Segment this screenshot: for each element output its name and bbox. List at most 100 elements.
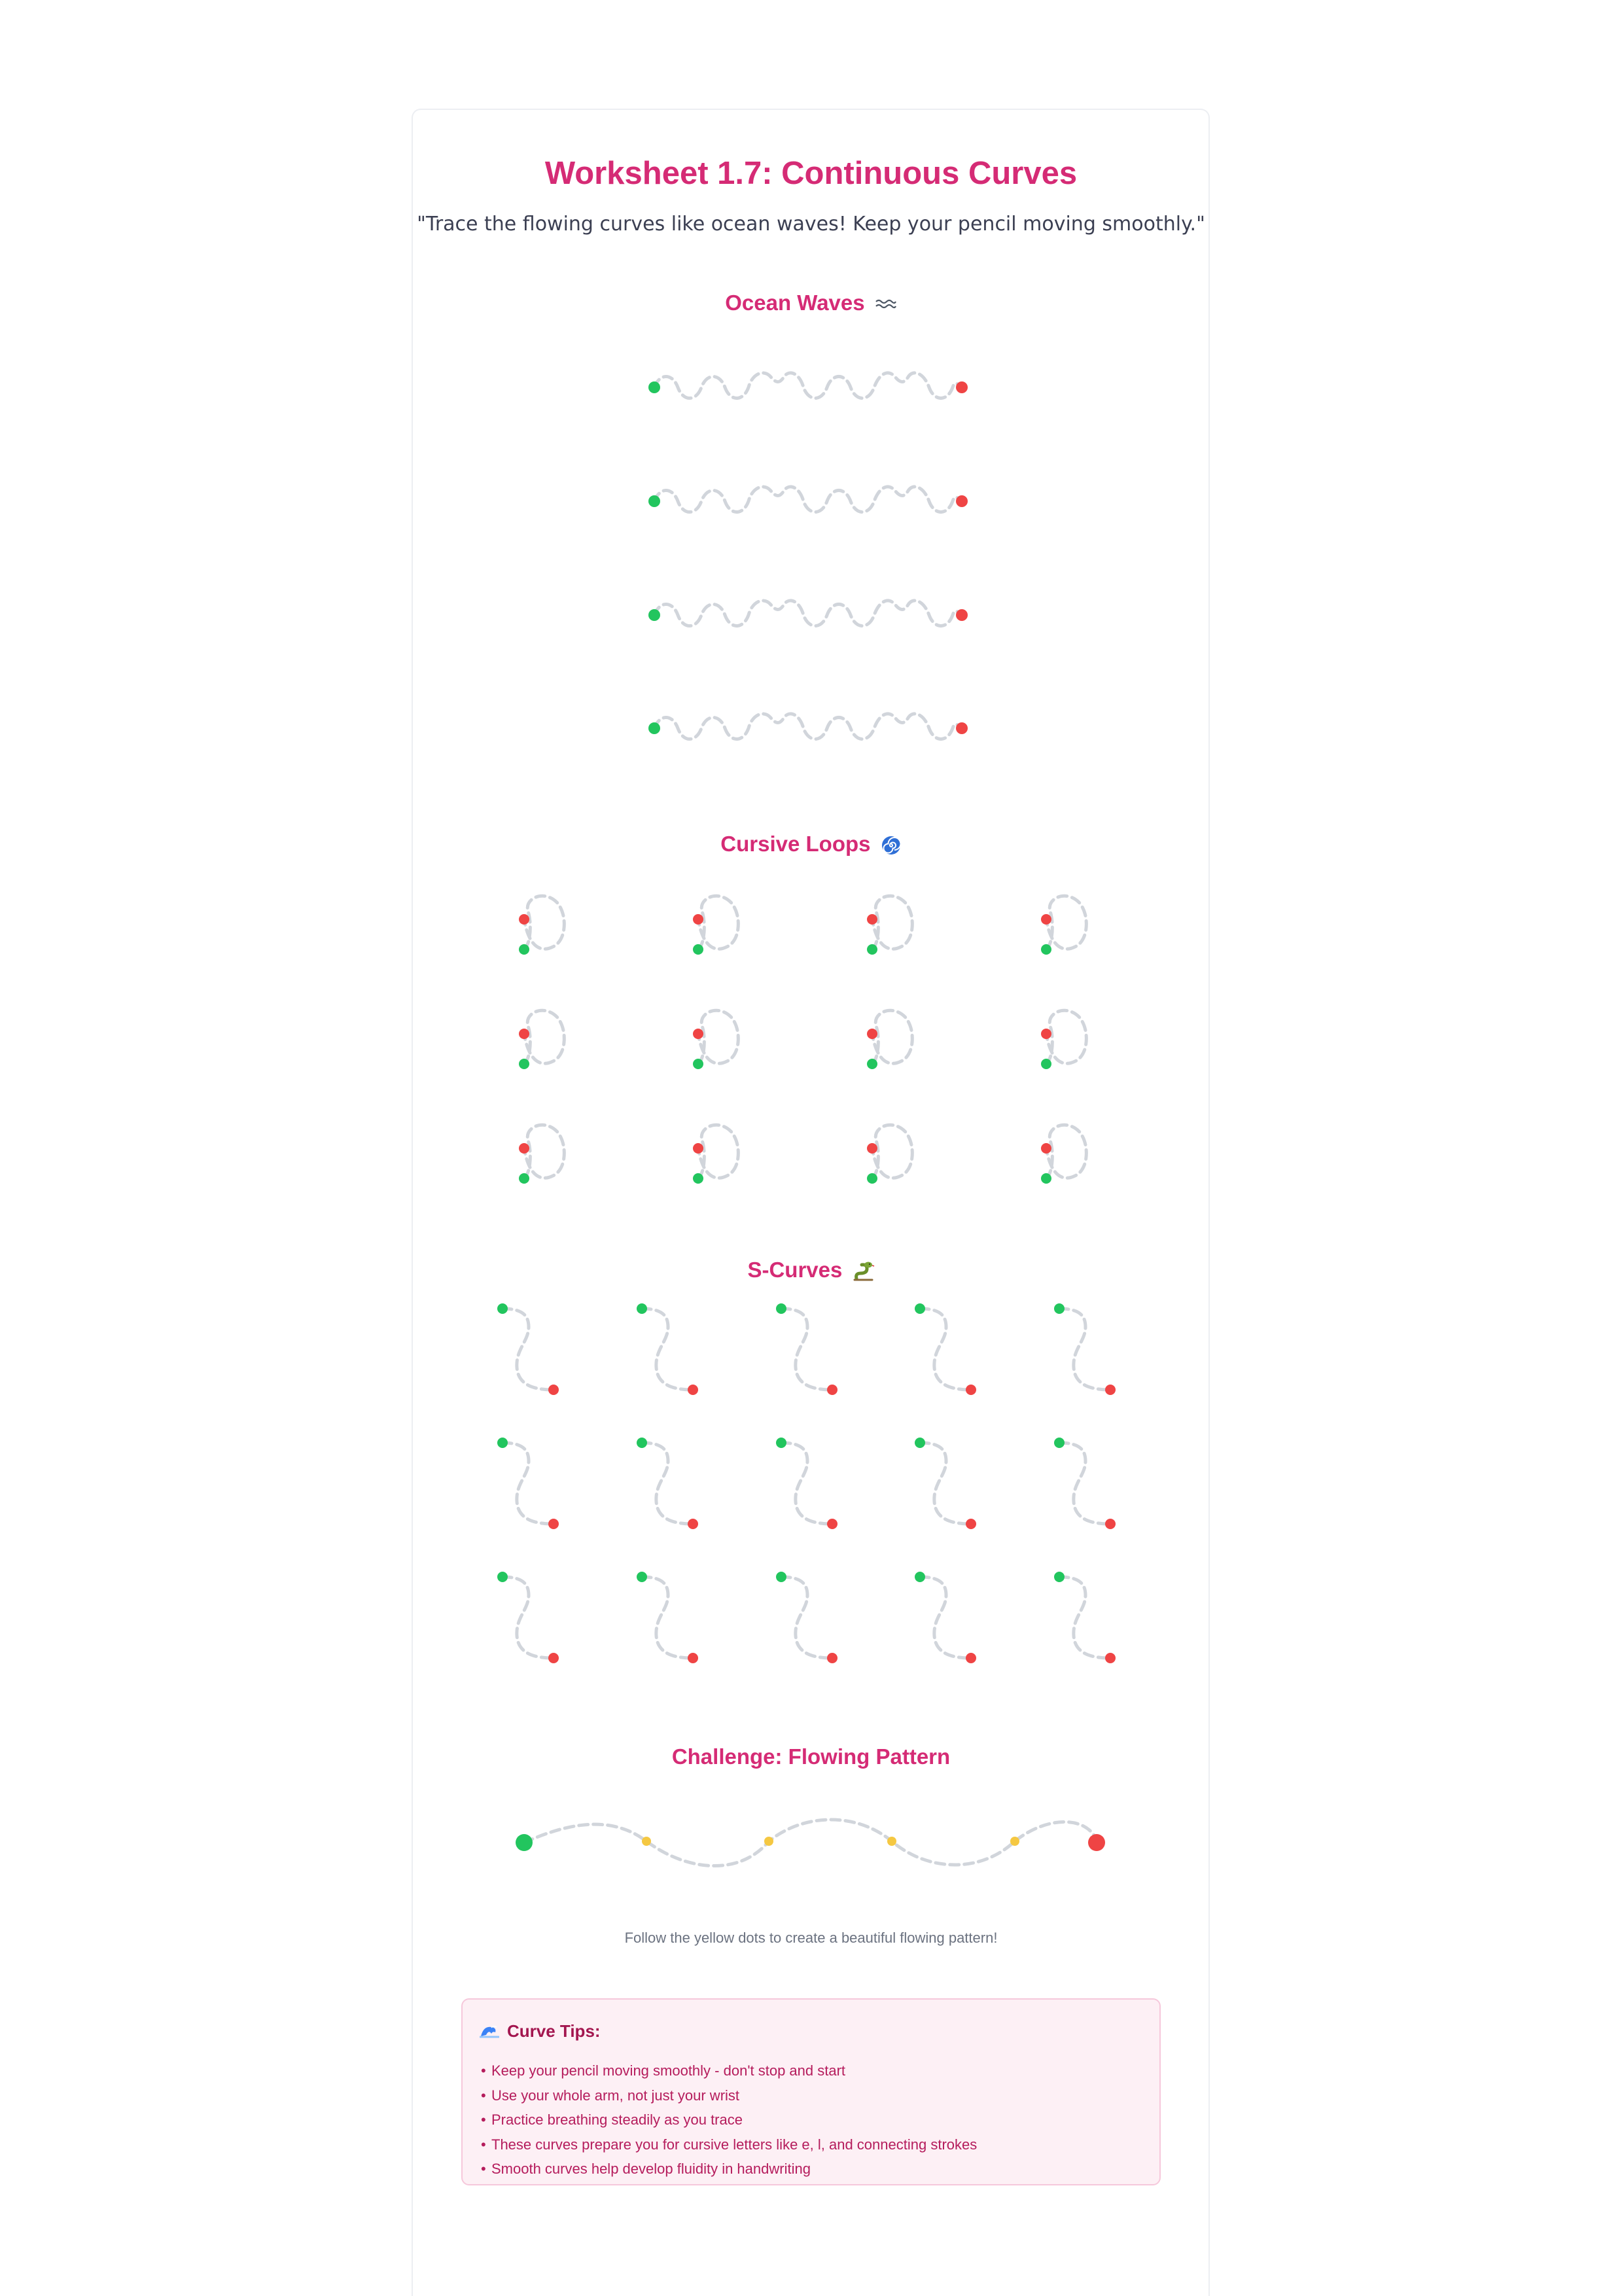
start-dot [1054,1438,1065,1448]
loop-item [1041,1125,1086,1184]
loop-trace-path [524,1125,564,1178]
s-curve-trace-path [642,1577,693,1658]
guide-dot [764,1837,773,1846]
start-dot [648,609,660,621]
end-dot [1041,1029,1051,1039]
s-curve-item [1054,1572,1116,1663]
start-dot [915,1572,925,1582]
s-curve-item [637,1572,698,1663]
start-dot [693,1059,703,1069]
ocean-waves-row [648,373,968,398]
end-dot [867,914,877,925]
s-curve-item [637,1303,698,1395]
guide-dot [1010,1837,1019,1846]
section-title-s-curves: S-Curves [0,1256,1622,1284]
s-curve-trace-path [781,1443,832,1524]
end-dot [827,1385,837,1395]
s-curve-item [915,1303,976,1395]
tips-list: • Keep your pencil moving smoothly - don'… [481,2058,977,2181]
start-dot [519,1059,529,1069]
start-dot [648,722,660,734]
wave-trace-path [654,601,961,626]
start-dot [519,944,529,955]
start-dot [867,944,877,955]
end-dot [867,1143,877,1154]
s-curve-trace-path [502,1443,554,1524]
wave-trace-path [654,714,961,739]
loop-trace-path [1046,1010,1086,1064]
start-dot [648,495,660,507]
end-dot [519,1029,529,1039]
start-dot [1041,1059,1051,1069]
curve-tips-box: Curve Tips: • Keep your pencil moving smo… [461,1998,1161,2185]
wave-icon [875,300,896,309]
spiral-icon [881,836,902,855]
s-curve-trace-path [920,1577,971,1658]
tips-header: Curve Tips: [480,2019,601,2043]
s-curves-grid [497,1303,1116,1663]
guide-dot [887,1837,896,1846]
start-dot [867,1173,877,1184]
start-dot [648,381,660,393]
start-dot [1054,1303,1065,1314]
end-dot [956,609,968,621]
tips-title: Curve Tips: [507,2021,601,2041]
start-dot [519,1173,529,1184]
loop-trace-path [872,1125,912,1178]
start-dot [693,1173,703,1184]
loop-item [519,896,564,955]
s-curve-trace-path [781,1309,832,1390]
s-curve-item [497,1303,559,1395]
start-dot [867,1059,877,1069]
loop-trace-path [698,1125,738,1178]
loop-item [1041,896,1086,955]
s-curve-trace-path [1059,1577,1110,1658]
loop-item [867,896,912,955]
end-dot [1105,1385,1116,1395]
s-curve-item [915,1438,976,1529]
s-curve-trace-path [1059,1309,1110,1390]
s-curve-item [915,1572,976,1663]
s-curve-item [1054,1303,1116,1395]
s-curve-trace-path [642,1309,693,1390]
loop-item [867,1010,912,1069]
loop-item [693,1010,738,1069]
end-dot [519,914,529,925]
tip-item: • Keep your pencil moving smoothly - don'… [481,2062,846,2079]
tip-item: • These curves prepare you for cursive le… [481,2136,978,2153]
start-dot [497,1572,508,1582]
guide-dot [642,1837,651,1846]
start-dot [776,1438,786,1448]
ocean-waves-row [648,601,968,626]
loop-item [693,896,738,955]
wave-trace-path [654,373,961,398]
loop-item [519,1010,564,1069]
s-curve-item [1054,1438,1116,1529]
end-dot [688,1385,698,1395]
s-curve-trace-path [781,1577,832,1658]
start-dot [1054,1572,1065,1582]
s-curve-item [776,1572,837,1663]
wave-trace-path [654,487,961,512]
loop-item [693,1125,738,1184]
page-subtitle: "Trace the flowing curves like ocean wav… [417,213,1205,236]
s-curve-trace-path [920,1443,971,1524]
worksheet-card [412,109,1210,2296]
loop-trace-path [524,896,564,949]
end-dot [693,1029,703,1039]
section-title-challenge: Challenge: Flowing Pattern [671,1744,951,1769]
end-dot [688,1519,698,1529]
end-dot [693,1143,703,1154]
end-dot [548,1519,559,1529]
start-dot [915,1303,925,1314]
start-dot [1041,1173,1051,1184]
end-dot [519,1143,529,1154]
end-dot [966,1519,976,1529]
tip-item: • Practice breathing steadily as you trac… [481,2111,743,2128]
end-dot [956,722,968,734]
s-curve-item [497,1438,559,1529]
end-dot [956,381,968,393]
cursive-loops-grid [519,896,1086,1184]
challenge-hint: Follow the yellow dots to create a beaut… [624,1930,998,1946]
